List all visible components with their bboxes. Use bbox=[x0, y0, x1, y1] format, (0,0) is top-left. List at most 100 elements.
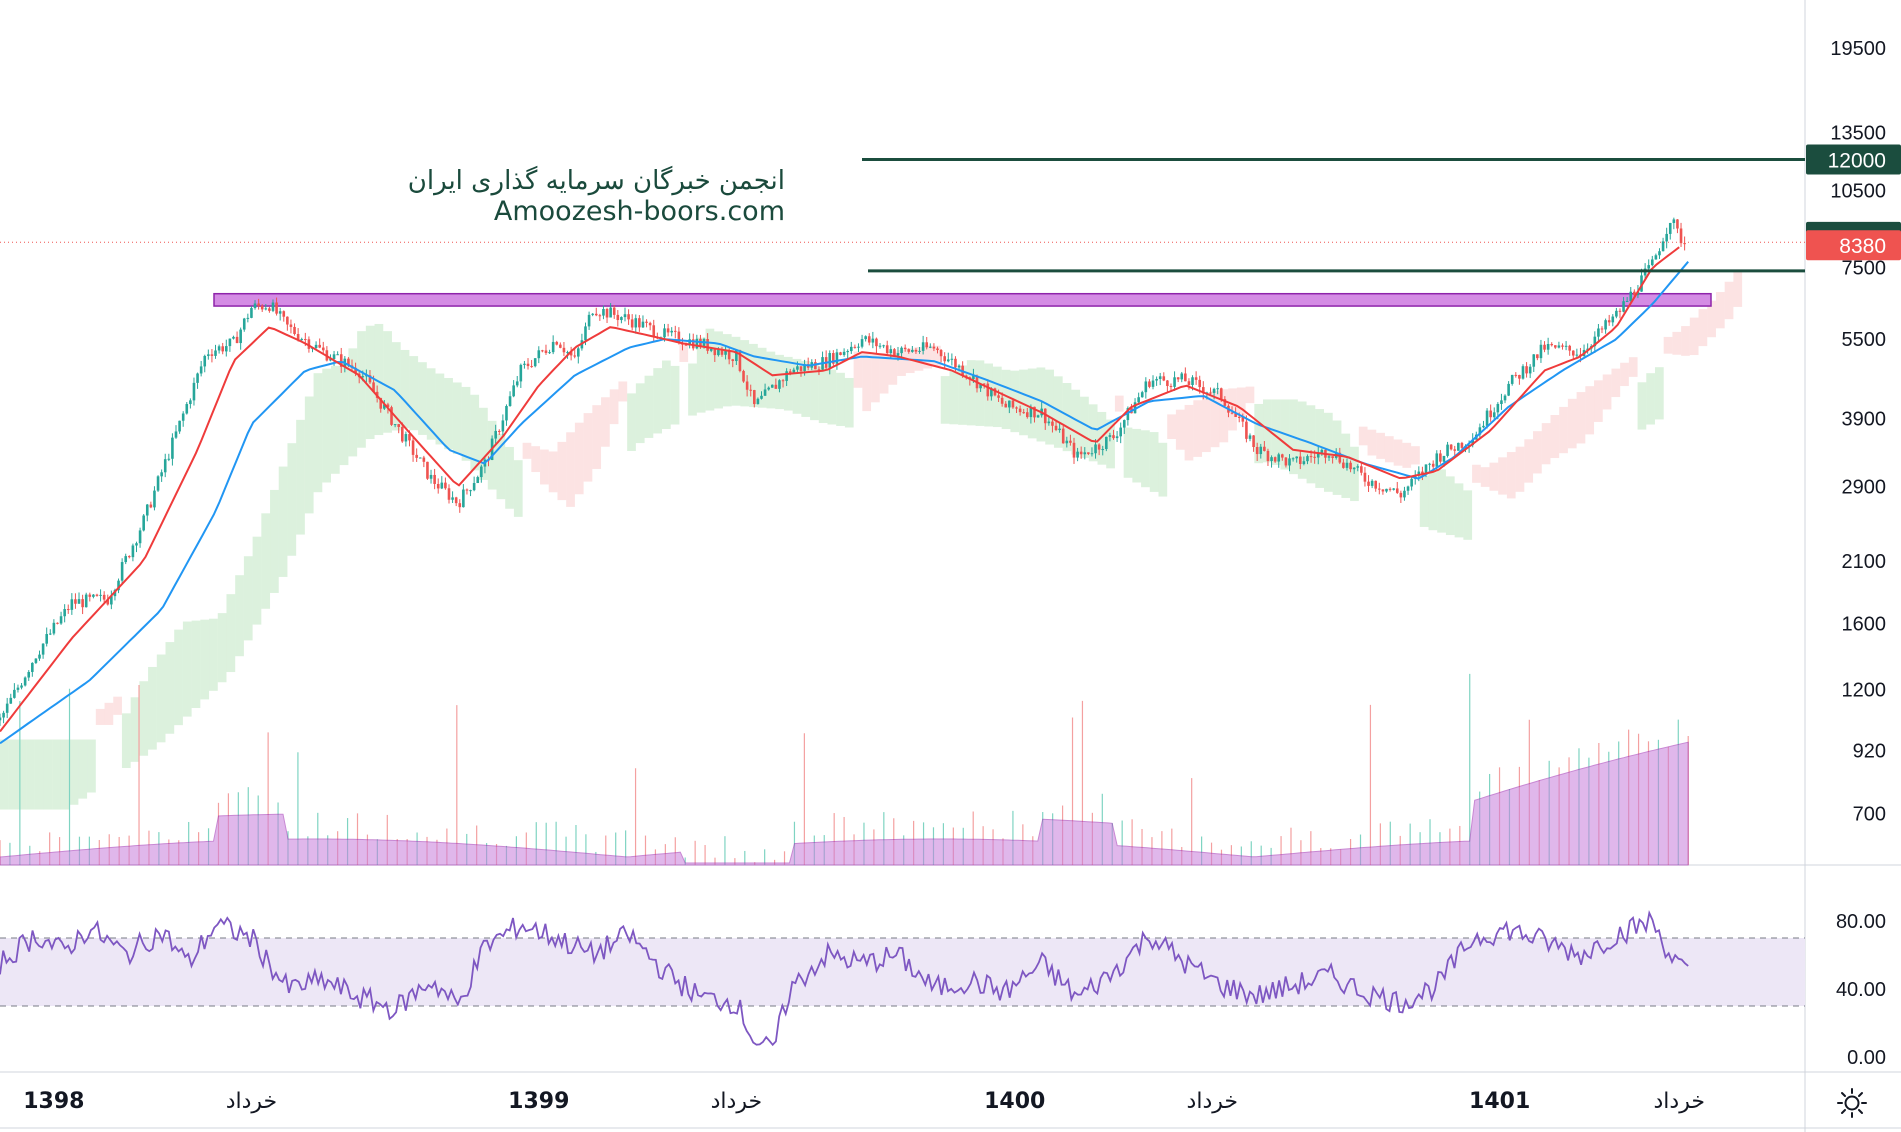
candle-body bbox=[1658, 251, 1661, 256]
candle-body bbox=[1284, 457, 1288, 466]
candle-body bbox=[1374, 480, 1378, 489]
candle-body bbox=[34, 658, 38, 663]
candle-body bbox=[1417, 471, 1421, 476]
candle-body bbox=[1237, 416, 1241, 418]
candle-body bbox=[799, 366, 803, 371]
candle-body bbox=[1173, 377, 1176, 387]
candle-body bbox=[1051, 421, 1054, 426]
candle-body bbox=[48, 633, 52, 635]
candle-body bbox=[379, 397, 383, 409]
candle-body bbox=[1122, 420, 1126, 428]
candle-body bbox=[713, 348, 717, 356]
candle-body bbox=[1313, 456, 1316, 458]
candle-body bbox=[645, 321, 648, 323]
candle-body bbox=[1618, 310, 1622, 312]
candle-body bbox=[587, 314, 591, 327]
candle-body bbox=[271, 302, 275, 311]
candle-body bbox=[1209, 392, 1212, 394]
candle-body bbox=[1554, 345, 1557, 348]
candle-body bbox=[1270, 457, 1273, 462]
candle-body bbox=[1298, 456, 1302, 465]
candle-body bbox=[1431, 463, 1435, 467]
candle-body bbox=[957, 365, 961, 368]
candle-body bbox=[1478, 427, 1482, 435]
candle-body bbox=[1381, 489, 1385, 492]
candle-body bbox=[1108, 435, 1112, 437]
candle-body bbox=[1647, 265, 1651, 269]
candle-body bbox=[1022, 412, 1026, 414]
candle-body bbox=[763, 389, 767, 396]
candle-body bbox=[59, 616, 63, 624]
candle-body bbox=[192, 382, 196, 401]
candle-body bbox=[842, 351, 846, 355]
candle-body bbox=[332, 354, 336, 360]
candle-body bbox=[404, 434, 408, 442]
candle-body bbox=[1302, 461, 1306, 465]
candle-body bbox=[99, 594, 102, 596]
candle-body bbox=[1140, 392, 1144, 398]
candle-body bbox=[911, 349, 914, 352]
candle-body bbox=[1043, 408, 1047, 424]
candle-body bbox=[296, 334, 300, 341]
candle-body bbox=[1219, 388, 1223, 400]
candle-body bbox=[1029, 406, 1033, 418]
candle-body bbox=[594, 313, 598, 316]
candle-body bbox=[1105, 436, 1108, 450]
candle-body bbox=[1036, 415, 1040, 418]
candle-body bbox=[1557, 345, 1561, 348]
candle-body bbox=[1047, 421, 1051, 424]
candle-body bbox=[749, 389, 753, 391]
candle-body bbox=[1349, 462, 1352, 470]
candle-body bbox=[95, 594, 99, 596]
candle-body bbox=[361, 376, 365, 378]
candle-body bbox=[573, 355, 577, 357]
candle-body bbox=[1507, 383, 1510, 396]
candle-body bbox=[616, 314, 620, 321]
settings-gear-icon[interactable] bbox=[1836, 1087, 1868, 1119]
price-tick-label: 10500 bbox=[1830, 180, 1886, 202]
candle-body bbox=[907, 349, 911, 352]
candle-body bbox=[598, 315, 602, 317]
candle-body bbox=[2, 712, 5, 718]
candle-body bbox=[307, 339, 311, 349]
candle-body bbox=[1460, 442, 1464, 448]
candle-body bbox=[31, 662, 34, 672]
candle-body bbox=[1241, 417, 1245, 422]
rsi-line bbox=[0, 910, 1689, 1047]
candle-body bbox=[422, 457, 426, 462]
candle-body bbox=[1428, 463, 1431, 465]
ema-fast-line bbox=[0, 246, 1680, 733]
candle-body bbox=[1352, 467, 1356, 470]
candle-body bbox=[253, 303, 257, 309]
candle-body bbox=[1449, 444, 1453, 450]
candle-body bbox=[199, 366, 203, 374]
time-tick-label: 1400 bbox=[984, 1089, 1045, 1114]
candle-body bbox=[670, 330, 673, 333]
candle-body bbox=[1640, 275, 1643, 292]
candle-body bbox=[1176, 377, 1180, 380]
candle-body bbox=[648, 322, 652, 326]
candle-body bbox=[383, 404, 386, 409]
candle-body bbox=[1166, 380, 1169, 386]
candle-body bbox=[1622, 301, 1625, 312]
candle-body bbox=[397, 424, 401, 427]
price-tick-label: 1200 bbox=[1842, 680, 1887, 702]
candle-body bbox=[846, 351, 850, 353]
candle-body bbox=[1536, 354, 1539, 359]
candle-body bbox=[20, 685, 23, 688]
candle-body bbox=[185, 404, 189, 414]
candle-body bbox=[878, 345, 882, 347]
candle-body bbox=[1198, 379, 1202, 388]
candle-body bbox=[501, 420, 505, 432]
candle-body bbox=[84, 594, 88, 608]
candle-body bbox=[1011, 400, 1015, 408]
candle-body bbox=[735, 350, 738, 362]
candle-body bbox=[803, 364, 806, 371]
candle-body bbox=[106, 599, 110, 605]
candle-body bbox=[275, 302, 278, 314]
candle-body bbox=[1485, 410, 1489, 426]
candle-body bbox=[936, 348, 939, 351]
price-tick-label: 700 bbox=[1853, 804, 1886, 826]
candle-body bbox=[727, 350, 731, 360]
